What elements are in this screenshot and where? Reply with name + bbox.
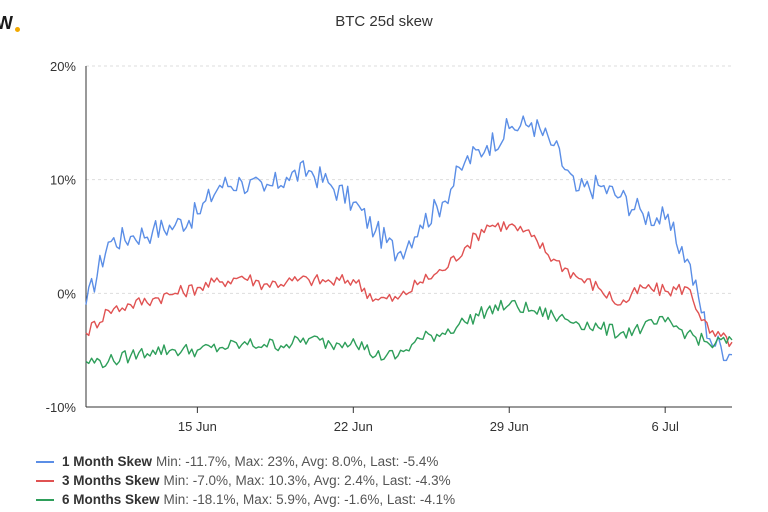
legend-entry[interactable]: 3 Months Skew Min: -7.0%, Max: 10.3%, Avg…: [36, 471, 455, 490]
legend-series-name: 1 Month Skew: [62, 454, 153, 469]
brand-logo-dot-icon: [15, 27, 20, 32]
axis-layer: -10% 0% 10% 20% 15 Jun 22 Jun 29 Jun 6 Jul: [46, 59, 732, 434]
legend-series-name: 6 Months Skew: [62, 492, 160, 507]
x-tick-label: 29 Jun: [490, 419, 529, 434]
y-tick-label: 20%: [50, 59, 76, 74]
series-line-1-month-skew: [85, 115, 733, 362]
chart-title: BTC 25d skew: [335, 13, 433, 30]
legend-series-stats: Min: -7.0%, Max: 10.3%, Avg: 2.4%, Last:…: [163, 473, 451, 488]
series-line-6-months-skew: [85, 299, 733, 369]
x-tick-label: 15 Jun: [178, 419, 217, 434]
y-tick-label: 10%: [50, 173, 76, 188]
x-tick-label: 6 Jul: [651, 419, 679, 434]
y-tick-label: 0%: [57, 286, 76, 301]
legend-entry[interactable]: 6 Months Skew Min: -18.1%, Max: 5.9%, Avg…: [36, 490, 455, 509]
legend-swatch: [36, 498, 54, 501]
grid-layer: [86, 65, 732, 294]
brand-logo: W: [0, 13, 14, 33]
series-layer: [85, 115, 733, 369]
x-tick-label: 22 Jun: [334, 419, 373, 434]
legend-series-name: 3 Months Skew: [62, 473, 160, 488]
legend-entry[interactable]: 1 Month Skew Min: -11.7%, Max: 23%, Avg: …: [36, 452, 455, 471]
legend-series-stats: Min: -18.1%, Max: 5.9%, Avg: -1.6%, Last…: [163, 492, 456, 507]
series-line-3-months-skew: [85, 221, 733, 348]
legend-swatch: [36, 479, 54, 482]
y-tick-label: -10%: [46, 400, 77, 415]
legend-swatch: [36, 460, 54, 463]
legend: 1 Month Skew Min: -11.7%, Max: 23%, Avg: …: [36, 452, 455, 509]
legend-series-stats: Min: -11.7%, Max: 23%, Avg: 8.0%, Last: …: [156, 454, 439, 469]
